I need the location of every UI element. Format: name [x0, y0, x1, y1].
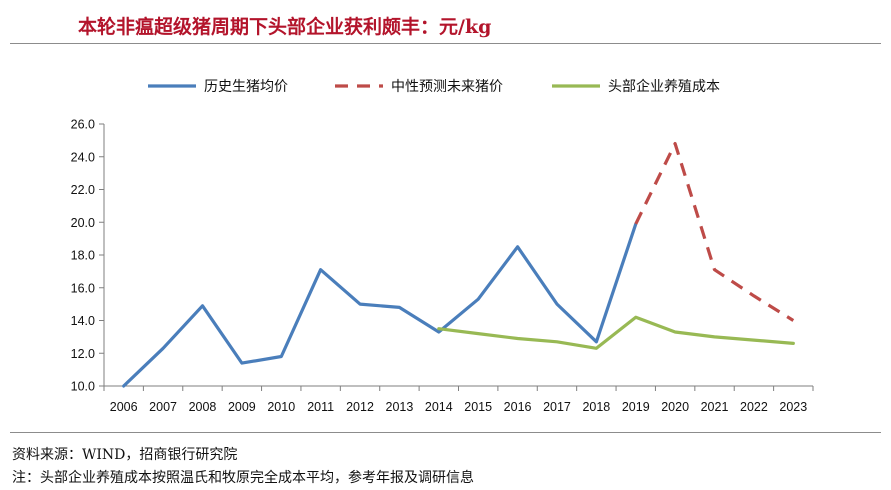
x-tick-label: 2019 [622, 400, 650, 414]
legend-label-2: 中性预测未来猪价 [391, 79, 503, 95]
x-tick-label: 2011 [307, 400, 334, 414]
top-divider [10, 43, 881, 44]
y-tick-label: 18.0 [71, 249, 95, 263]
x-tick-label: 2012 [346, 400, 374, 414]
source-note: 资料来源：WIND，招商银行研究院 [12, 447, 238, 463]
x-tick-label: 2009 [228, 400, 256, 414]
x-tick-label: 2020 [661, 400, 689, 414]
x-tick-label: 2007 [149, 400, 177, 414]
x-tick-label: 2018 [582, 400, 610, 414]
x-tick-label: 2014 [425, 400, 453, 414]
x-tick-label: 2016 [504, 400, 532, 414]
y-tick-label: 12.0 [71, 347, 95, 361]
x-tick-label: 2015 [464, 400, 492, 414]
x-tick-label: 2017 [543, 400, 571, 414]
legend-label-1: 历史生猪均价 [204, 79, 288, 95]
series-line-2 [634, 142, 795, 322]
series-line-1 [122, 222, 638, 388]
x-tick-label: 2008 [189, 400, 217, 414]
chart-title: 本轮非瘟超级猪周期下头部企业获利颇丰：元/kg [78, 16, 492, 38]
y-tick-label: 14.0 [71, 314, 95, 328]
y-tick-label: 26.0 [71, 118, 95, 132]
y-tick-label: 20.0 [71, 216, 95, 230]
y-tick-label: 22.0 [71, 183, 95, 197]
x-tick-label: 2022 [740, 400, 768, 414]
x-tick-label: 2013 [386, 400, 414, 414]
y-tick-label: 24.0 [71, 150, 95, 164]
x-tick-label: 2010 [267, 400, 295, 414]
bottom-divider [10, 432, 881, 433]
legend-label-3: 头部企业养殖成本 [608, 78, 720, 95]
line-chart: 10.0 12.0 14.0 16.0 18.0 20.0 22.0 24.0 26.0 2006… [71, 78, 814, 414]
x-tick-label: 2021 [701, 400, 729, 414]
x-tick-label: 2023 [779, 400, 807, 414]
footnote: 注：头部企业养殖成本按照温氏和牧原完全成本平均，参考年报及调研信息 [12, 470, 474, 486]
x-tick-label: 2006 [110, 400, 138, 414]
y-tick-label: 10.0 [71, 380, 95, 394]
series-line-3 [437, 315, 795, 350]
y-tick-label: 16.0 [71, 281, 95, 295]
